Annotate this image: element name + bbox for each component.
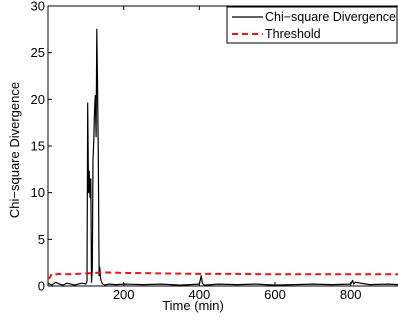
plot-area <box>48 6 398 286</box>
y-tick-label: 10 <box>31 185 45 200</box>
legend-box <box>226 6 398 44</box>
legend-label-chi-square: Chi−square Divergence <box>265 10 396 24</box>
y-tick-label: 25 <box>31 45 45 60</box>
x-tick-label: 600 <box>264 287 286 302</box>
y-tick-label: 20 <box>31 92 45 107</box>
legend: Chi−square Divergence Threshold <box>226 6 398 44</box>
x-tick-label: 800 <box>340 287 362 302</box>
series-line-chi-square <box>47 28 398 286</box>
x-tick-label: 200 <box>113 287 135 302</box>
ticks: 200 400 600 800 0 5 10 15 20 25 30 <box>31 0 362 302</box>
x-tick-label: 400 <box>188 287 210 302</box>
y-axis-label: Chi−square Divergence <box>7 82 22 218</box>
x-axis-label: Time (min) <box>162 298 224 313</box>
y-tick-label: 30 <box>31 0 45 14</box>
series-layer <box>47 28 398 286</box>
axes <box>47 5 398 287</box>
series-line-threshold <box>47 271 398 280</box>
y-tick-label: 15 <box>31 139 45 154</box>
y-tick-label: 0 <box>38 279 45 294</box>
legend-label-threshold: Threshold <box>265 27 321 41</box>
y-tick-label: 5 <box>38 232 45 247</box>
